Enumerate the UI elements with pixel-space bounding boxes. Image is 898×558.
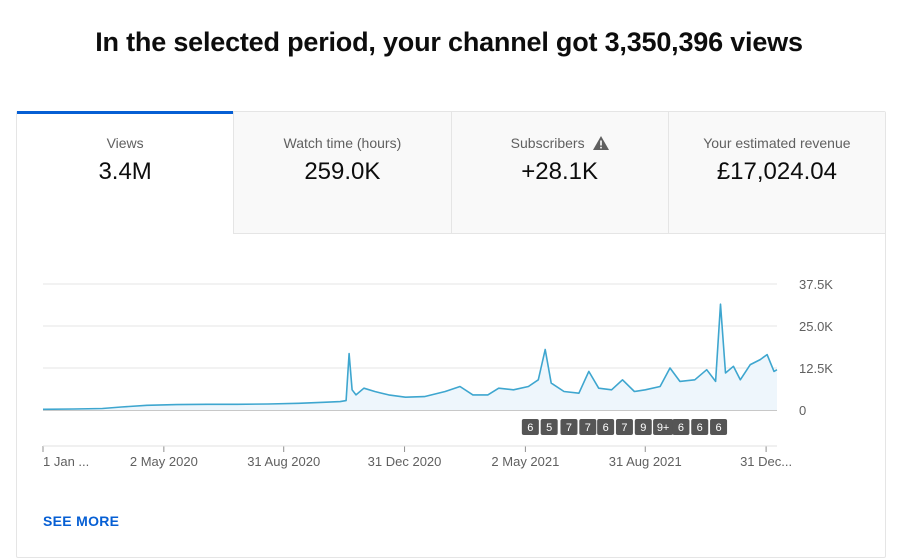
x-tick-label: 1 Jan ... xyxy=(43,454,89,469)
tab-views[interactable]: Views 3.4M xyxy=(17,111,234,234)
x-tick-label: 31 Dec... xyxy=(740,454,792,469)
annotation-badge xyxy=(579,419,597,435)
annotation-badge xyxy=(653,419,674,435)
annotation-badge-label: 6 xyxy=(603,422,609,434)
annotation-badge xyxy=(615,419,633,435)
metric-tabs: Views 3.4M Watch time (hours) 259.0K Sub… xyxy=(17,111,885,234)
tab-watch-time-value: 259.0K xyxy=(304,158,381,185)
y-tick-label: 0 xyxy=(799,403,806,418)
y-tick-label: 37.5K xyxy=(799,277,833,292)
y-tick-label: 25.0K xyxy=(799,319,833,334)
tab-revenue-value: £17,024.04 xyxy=(716,158,837,185)
x-tick-label: 31 Aug 2020 xyxy=(247,454,320,469)
tab-views-label: Views xyxy=(106,135,144,151)
warning-icon[interactable] xyxy=(592,136,609,150)
tab-watch-time-label: Watch time (hours) xyxy=(283,135,402,151)
series-area xyxy=(43,304,777,410)
annotation-badge-label: 7 xyxy=(566,422,572,434)
tab-revenue-label: Your estimated revenue xyxy=(703,135,851,151)
x-tick-label: 2 May 2021 xyxy=(491,454,559,469)
annotation-badge-label: 6 xyxy=(678,422,684,434)
annotation-badge-label: 6 xyxy=(527,422,533,434)
see-more-link[interactable]: SEE MORE xyxy=(43,513,120,529)
annotation-badge-label: 9+ xyxy=(657,422,670,434)
x-tick-label: 31 Dec 2020 xyxy=(368,454,442,469)
annotation-badge-label: 6 xyxy=(715,422,721,434)
annotation-badge-label: 7 xyxy=(621,422,627,434)
tab-watch-time[interactable]: Watch time (hours) 259.0K xyxy=(233,112,451,234)
tab-subscribers[interactable]: Subscribers +28.1K xyxy=(450,112,668,234)
series-line xyxy=(42,303,778,411)
tab-subscribers-label: Subscribers xyxy=(510,135,585,151)
x-tick-label: 2 May 2020 xyxy=(130,454,198,469)
annotation-badge xyxy=(540,419,558,435)
annotation-badge xyxy=(560,419,578,435)
annotation-badge xyxy=(521,419,539,435)
annotation-badge xyxy=(634,419,652,435)
tab-views-value: 3.4M xyxy=(98,158,152,185)
page-headline: In the selected period, your channel got… xyxy=(95,27,803,57)
tab-revenue[interactable]: Your estimated revenue £17,024.04 xyxy=(667,112,885,234)
annotation-badge-label: 7 xyxy=(585,422,591,434)
tab-subscribers-value: +28.1K xyxy=(521,158,598,185)
views-chart: 0 12.5K 25.0K 37.5K 1 Jan ... 2 May 2020 31 Au… xyxy=(17,234,885,534)
x-tick-label: 31 Aug 2021 xyxy=(609,454,682,469)
analytics-card: Views 3.4M Watch time (hours) 259.0K Sub… xyxy=(16,111,886,558)
y-tick-label: 12.5K xyxy=(799,361,833,376)
annotation-badge-label: 6 xyxy=(697,422,703,434)
annotation-badge xyxy=(672,419,690,435)
annotation-badge xyxy=(597,419,615,435)
annotation-badge-label: 9 xyxy=(640,422,646,434)
views-chart-svg: 0 12.5K 25.0K 37.5K 1 Jan ... 2 May 2020 31 Au… xyxy=(42,277,833,469)
annotation-badge-label: 5 xyxy=(546,422,552,434)
annotation-badge xyxy=(691,419,709,435)
annotation-badge xyxy=(710,419,728,435)
